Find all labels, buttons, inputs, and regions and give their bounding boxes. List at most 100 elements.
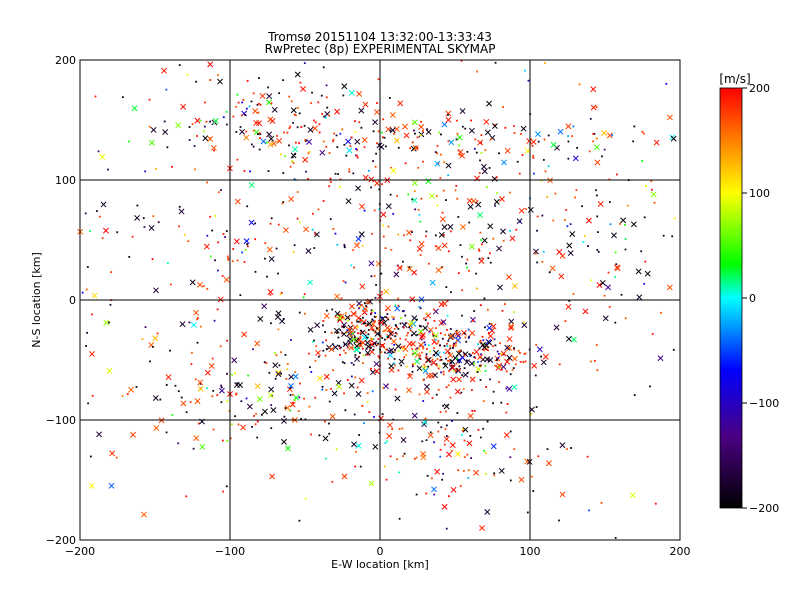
scatter-point (376, 344, 379, 347)
scatter-point (185, 411, 188, 414)
scatter-point (490, 323, 493, 325)
scatter-point-cross (253, 120, 260, 126)
scatter-point (457, 272, 460, 275)
scatter-point (292, 162, 295, 164)
scatter-point (393, 343, 396, 346)
scatter-point (461, 314, 463, 317)
scatter-point-cross (257, 315, 264, 322)
scatter-point (524, 360, 527, 363)
scatter-point (235, 131, 238, 133)
scatter-point-cross (487, 333, 494, 339)
chart-title: Tromsø 20151104 13:32:00-13:33:43 (267, 30, 492, 44)
scatter-point-cross (306, 138, 312, 145)
scatter-point (270, 427, 273, 430)
scatter-point (298, 311, 301, 314)
scatter-point-cross (268, 135, 275, 142)
scatter-point-cross (268, 255, 275, 262)
scatter-point (423, 317, 425, 320)
scatter-point (187, 240, 190, 243)
scatter-point-cross (364, 349, 371, 356)
scatter-point (341, 332, 343, 335)
scatter-point (367, 329, 370, 331)
scatter-point (572, 125, 575, 128)
x-tick-label: 200 (670, 545, 691, 558)
scatter-point (502, 353, 505, 356)
scatter-point (417, 208, 420, 211)
scatter-point-cross (473, 469, 480, 476)
scatter-point-cross (284, 445, 291, 452)
scatter-point (458, 361, 461, 364)
scatter-point (445, 410, 447, 413)
scatter-point (479, 341, 481, 344)
scatter-point-cross (355, 442, 362, 449)
scatter-point (407, 193, 410, 196)
scatter-point (389, 129, 392, 132)
x-tick-label: −100 (215, 545, 245, 558)
scatter-point (513, 347, 515, 350)
scatter-point (416, 333, 419, 336)
scatter-point-cross (602, 315, 609, 322)
scatter-point (372, 319, 375, 322)
scatter-point (471, 352, 474, 354)
scatter-point (275, 354, 278, 357)
scatter-point (304, 139, 307, 141)
scatter-point (378, 188, 381, 191)
scatter-point (290, 100, 293, 103)
scatter-point (440, 426, 443, 429)
scatter-point-cross (357, 341, 364, 348)
scatter-point (188, 126, 191, 128)
scatter-point (448, 360, 451, 363)
scatter-point (217, 241, 220, 244)
scatter-point (448, 370, 451, 372)
scatter-point (443, 344, 446, 347)
scatter-point (499, 342, 501, 345)
scatter-point (344, 352, 347, 354)
scatter-point (623, 223, 626, 226)
scatter-point (197, 422, 200, 425)
scatter-point (297, 106, 299, 109)
scatter-point (312, 212, 314, 215)
scatter-point-cross (440, 319, 447, 326)
scatter-point (359, 305, 361, 308)
scatter-point-cross (386, 348, 393, 355)
scatter-point (241, 101, 244, 104)
scatter-point (126, 393, 129, 396)
scatter-point (484, 149, 487, 152)
scatter-point (461, 289, 464, 292)
scatter-point (372, 329, 375, 332)
scatter-point (370, 232, 373, 235)
scatter-point (354, 131, 357, 134)
scatter-point (157, 221, 160, 224)
scatter-point (341, 128, 344, 131)
scatter-point (353, 413, 356, 416)
scatter-point-cross (289, 401, 296, 408)
scatter-point (348, 168, 351, 171)
scatter-point (318, 123, 321, 126)
scatter-point (303, 62, 306, 65)
scatter-point (458, 369, 461, 371)
scatter-point (480, 151, 483, 154)
scatter-point-cross (443, 436, 450, 442)
scatter-point-cross (246, 403, 253, 410)
scatter-point-cross (423, 383, 430, 390)
scatter-point (673, 217, 676, 220)
scatter-point-cross (557, 128, 564, 135)
scatter-point (459, 154, 461, 156)
scatter-point-cross (468, 243, 475, 250)
scatter-point (401, 260, 404, 263)
scatter-point (505, 387, 508, 390)
scatter-point-cross (505, 274, 512, 280)
scatter-point-cross (445, 110, 452, 117)
scatter-point (328, 185, 331, 188)
scatter-point (502, 239, 505, 242)
scatter-point-cross (348, 382, 355, 389)
scatter-point (437, 430, 440, 433)
scatter-point (544, 62, 546, 64)
scatter-point (193, 145, 196, 147)
scatter-point-cross (446, 451, 452, 458)
scatter-point (226, 339, 228, 342)
scatter-point (441, 337, 444, 340)
scatter-point (294, 371, 297, 374)
scatter-point (274, 352, 277, 354)
scatter-point (411, 198, 414, 201)
